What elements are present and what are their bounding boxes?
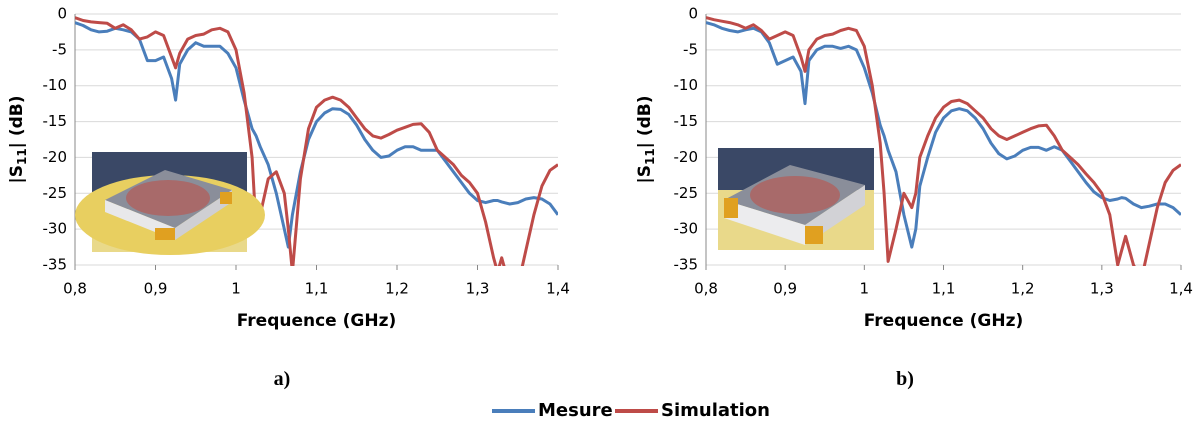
y-tick-label: -10 [674,76,699,94]
y-tick-label: 0 [57,5,67,23]
series-line [75,16,558,266]
y-label-sub: 11 [643,148,657,165]
y-label-part: |S [7,165,27,183]
y-tick-label: -20 [43,148,68,166]
y-tick-label: -10 [43,76,68,94]
y-tick-label: -35 [43,256,68,274]
y-tick-label: -25 [674,184,699,202]
y-tick-label: -15 [674,112,699,130]
y-tick-label: -25 [43,184,68,202]
y-tick-label: -30 [43,220,68,238]
plot-lines [706,16,1181,266]
x-tick-label: 1,1 [932,280,956,298]
y-tick-label: -35 [674,256,699,274]
x-tick-label: 1,2 [1011,280,1035,298]
legend-label: Simulation [661,400,770,421]
caption: a) [274,368,291,390]
y-tick-label: -15 [43,112,68,130]
x-tick-label: 1 [860,280,870,298]
x-tick-label: 1,4 [1169,280,1193,298]
chart: 0 -5 -10 -15 -20 -25 -30 -35 0,8 0,9 1 1,1 1,2 1,3 1,4… [635,5,1193,391]
photo-inset [75,152,265,255]
x-axis-label: Frequence (GHz) [864,311,1023,331]
legend: Mesure Simulation [492,400,770,421]
y-label-part: |S [635,165,655,183]
x-tick-label: 1,4 [546,280,570,298]
y-axis-label: |S11| (dB) [635,96,657,184]
y-tick-label: 0 [688,5,698,23]
plot-lines [75,16,558,266]
x-tick-label: 1,3 [1090,280,1114,298]
y-label-part: | (dB) [7,96,27,149]
y-axis-label: |S11| (dB) [7,96,29,184]
y-label-sub: 11 [15,148,29,165]
y-label-part: | (dB) [635,96,655,149]
x-tick-label: 1,3 [466,280,490,298]
x-tick-label: 0,9 [773,280,797,298]
x-tick-label: 1,2 [385,280,409,298]
y-tick-label: -30 [674,220,699,238]
x-tick-label: 1,1 [305,280,329,298]
x-axis-label: Frequence (GHz) [237,311,396,331]
y-tick-label: -20 [674,148,699,166]
y-tick-label: -5 [683,40,698,58]
x-tick-label: 0,8 [694,280,718,298]
legend-label: Mesure [538,400,613,421]
caption: b) [896,368,914,390]
x-tick-label: 0,9 [144,280,168,298]
y-tick-label: -5 [52,40,67,58]
photo-inset [718,148,874,250]
x-tick-label: 1 [231,280,241,298]
chart: 0 -5 -10 -15 -20 -25 -30 -35 0,8 0,9 1 1,1 1,2 1,3 1,4… [7,5,570,391]
series-line [706,16,1181,266]
x-tick-label: 0,8 [63,280,87,298]
